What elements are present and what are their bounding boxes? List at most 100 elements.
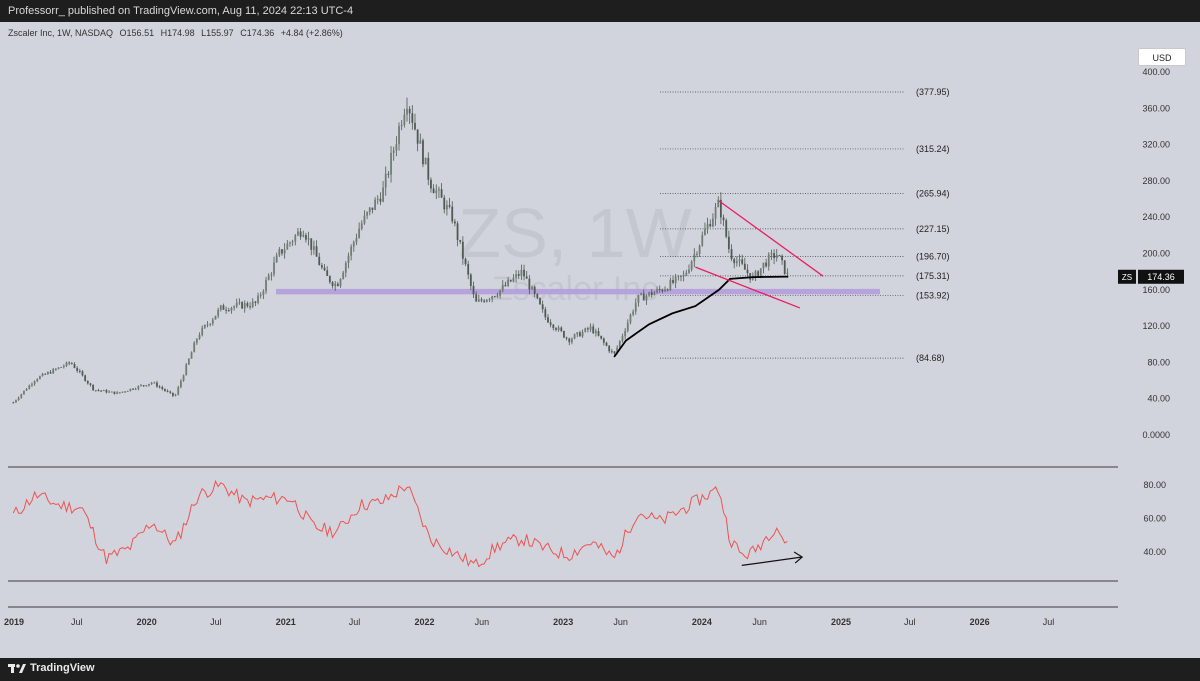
rsi-axis-tick: 40.00 [1143,547,1166,557]
time-axis-tick: Jun [475,617,490,627]
candle-body [20,394,23,398]
candle-body [124,391,126,393]
candle-body [392,150,395,153]
candle-body [773,253,775,258]
candle-body [198,335,201,339]
candle-body [509,279,512,282]
candle-body [384,173,387,188]
candle-body [374,199,376,210]
candle-body [73,363,76,368]
price-level-label: (153.92) [916,290,950,300]
candle-body [145,385,148,387]
candle-body [81,371,84,376]
candle-body [185,364,188,376]
candle-body [493,296,496,298]
candle-body [294,235,297,242]
candle-body [717,199,720,207]
last-price-badge [1138,269,1184,284]
legend-symbol: Zscaler Inc, 1W, NASDAQ O156.51 H174.98 … [8,28,343,38]
candle-body [195,338,198,343]
currency-button[interactable]: USD [1138,48,1186,66]
tradingview-logo: TradingView [8,662,95,674]
drawings-layer [613,200,824,358]
wedge-lower-line [695,266,801,309]
candle-body [390,152,392,175]
candle-body [241,302,243,309]
candle-body [97,390,100,392]
candle-body [762,262,765,269]
candle-body [571,338,573,343]
chart-panel[interactable]: ZS, 1W Zscaler Inc Zscaler Inc, 1W, NASD… [0,22,1200,658]
candle-body [352,242,355,247]
legend-high: H174.98 [161,28,195,38]
candle-body [589,326,592,330]
candle-body [424,157,427,165]
candle-body [153,382,156,384]
candle-body [491,296,494,300]
candle-body [358,228,361,238]
time-axis[interactable]: 2019 Jul 2020 Jul 2021 Jul 2022 Jun 2023 Jun 2024 J… [4,617,1054,627]
candle-body [251,301,254,307]
candle-body [475,294,478,302]
price-level-label: (196.70) [916,251,950,261]
candle-body [735,261,738,264]
candle-body [190,352,193,359]
candle-body [549,322,552,325]
candle-body [483,300,486,302]
candle-body [722,217,725,221]
candle-body [666,289,669,291]
candle-body [472,285,475,295]
rsi-pane: 80.00 60.00 40.00 [12,479,1166,568]
candle-body [568,338,571,343]
candle-body [105,390,108,393]
candle-body [552,324,555,329]
candle-body [642,293,645,301]
legend-change: +4.84 (+2.86%) [281,28,343,38]
candle-body [594,331,597,334]
candle-body [254,301,257,303]
candle-body [661,289,664,292]
candle-body [161,387,164,390]
candle-body [656,288,658,293]
candle-body [438,189,440,191]
candle-body [366,212,369,216]
candle-body [137,385,140,389]
candle-body [225,309,228,311]
candle-body [12,402,15,404]
candle-body [17,397,20,401]
legend-symbol-info: Zscaler Inc, 1W, NASDAQ [8,28,113,38]
price-level-label: (84.68) [916,353,945,363]
candle-body [297,231,299,236]
candle-body [227,310,230,312]
candle-body [257,295,259,303]
candle-body [714,206,717,219]
candle-body [259,294,262,296]
candle-body [156,382,158,387]
candle-body [134,388,137,390]
candle-body [313,246,315,250]
candle-body [653,292,656,296]
candle-body [485,299,488,302]
candle-body [47,372,49,375]
candle-body [142,385,145,387]
candle-body [219,305,222,310]
candle-body [36,379,39,382]
candle-body [275,255,278,263]
candle-body [419,140,422,144]
candle-body [712,218,714,227]
candle-body [467,264,470,275]
candle-body [579,332,581,337]
candle-body [350,246,353,256]
price-axis[interactable]: 400.00 360.00 320.00 280.00 240.00 200.00 160.… [1118,67,1184,440]
time-axis-tick: Jun [752,617,767,627]
chart-svg[interactable]: ZS, 1W Zscaler Inc Zscaler Inc, 1W, NASD… [0,22,1200,658]
candle-body [23,390,25,395]
last-price-ticker: ZS [1122,273,1132,282]
legend-low: L155.97 [201,28,234,38]
candle-body [605,342,608,346]
candle-body [318,256,321,266]
price-level-label: (175.31) [916,271,950,281]
candle-body [719,199,722,218]
candle-body [408,108,411,114]
time-axis-tick: Jul [1043,617,1055,627]
